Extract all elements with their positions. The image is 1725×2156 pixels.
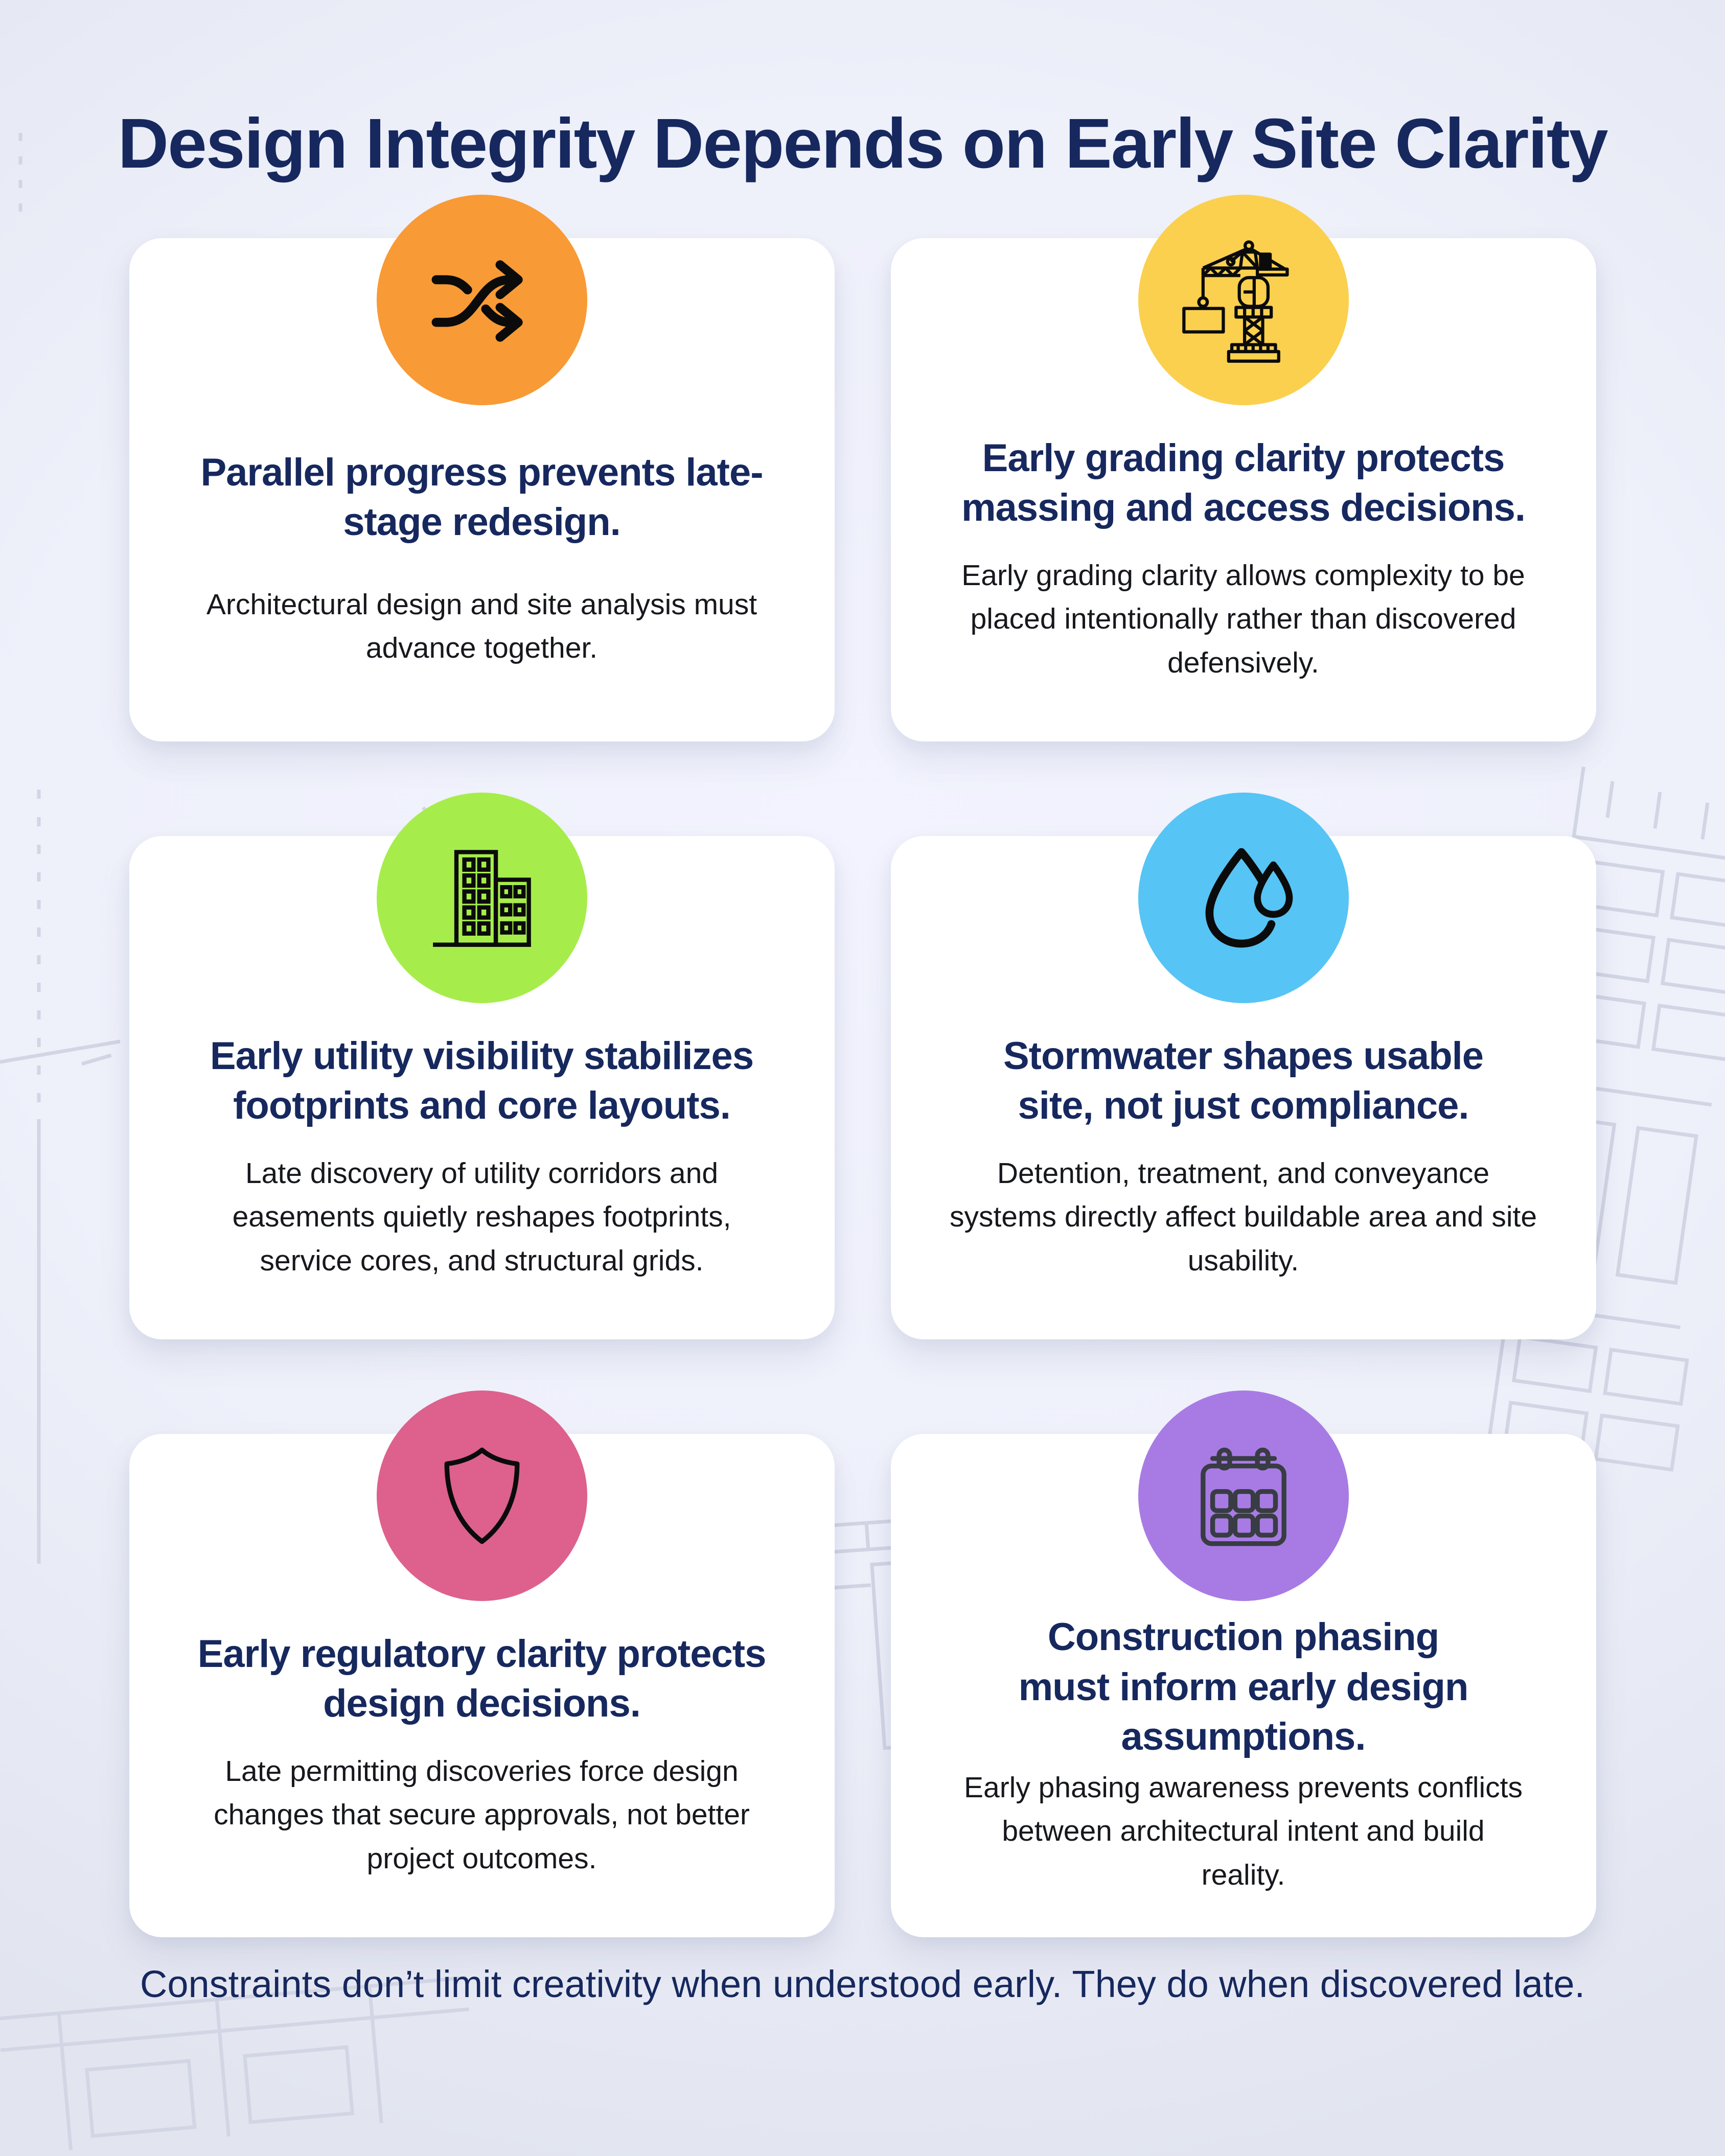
card-icon-circle [376,793,587,1004]
shuffle-icon [431,260,523,342]
card-title: Early grading clarity protects massing a… [961,436,1526,529]
card-body: Architectural design and site analysis m… [206,588,757,665]
card-icon-circle [1138,1390,1349,1602]
card-body: Early grading clarity allows complexity … [961,559,1525,679]
card-icon-circle [1138,793,1349,1004]
card-regulatory-clarity: Early regulatory clarity protects design… [129,1390,835,1938]
cards-grid: Parallel progress prevents late-stage re… [129,195,1596,1938]
card-title: Construction phasing must inform early d… [1018,1615,1469,1758]
crane-icon [1182,240,1289,363]
card-construction-phasing: Construction phasing must inform early d… [890,1390,1596,1938]
card-title: Stormwater shapes usable site, not just … [1003,1034,1484,1127]
card-icon-circle [376,195,587,406]
shield-icon [444,1448,519,1544]
card-title: Early utility visibility stabilizes foot… [210,1034,754,1127]
buildings-icon [432,850,531,947]
card-stormwater: Stormwater shapes usable site, not just … [890,793,1596,1340]
card-title: Parallel progress prevents late-stage re… [200,451,763,544]
card-body: Late permitting discoveries force design… [214,1754,750,1875]
card-title: Early regulatory clarity protects design… [197,1632,767,1725]
card-body: Detention, treatment, and conveyance sys… [949,1156,1537,1277]
card-body: Late discovery of utility corridors and … [232,1156,731,1277]
page-title: Design Integrity Depends on Early Site C… [118,104,1608,183]
calendar-icon [1200,1448,1286,1546]
infographic-page: Design Integrity Depends on Early Site C… [118,104,1608,2006]
water-drop-icon [1205,848,1293,948]
card-parallel-progress: Parallel progress prevents late-stage re… [129,195,835,742]
card-utility-visibility: Early utility visibility stabilizes foot… [129,793,835,1340]
footer-note: Constraints don’t limit creativity when … [140,1963,1585,2006]
card-icon-circle [376,1390,587,1602]
card-body: Early phasing awareness prevents conflic… [963,1771,1523,1891]
card-icon-circle [1138,195,1349,406]
card-grading-clarity: Early grading clarity protects massing a… [890,195,1596,742]
